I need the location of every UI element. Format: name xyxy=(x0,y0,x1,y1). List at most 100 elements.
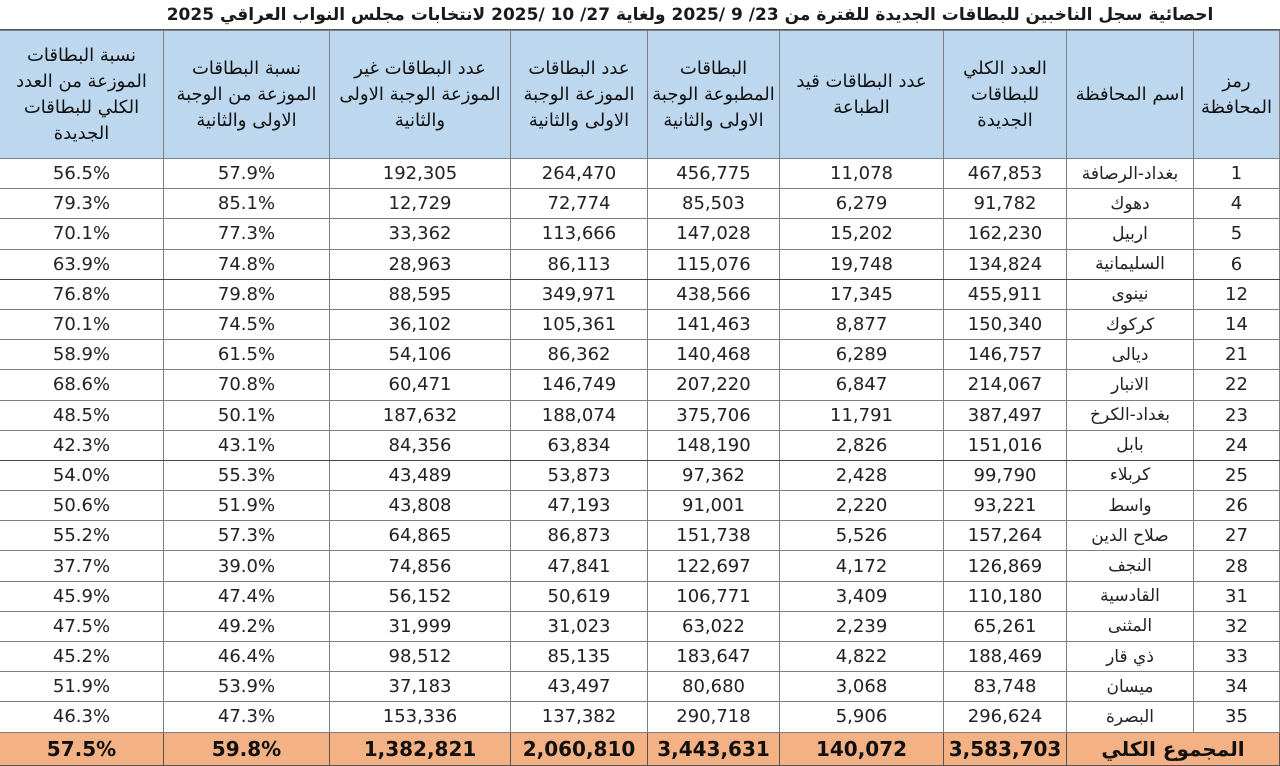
cell-governorate: اربيل xyxy=(1066,218,1194,250)
cell-pct-batches: 47.4% xyxy=(163,580,330,612)
table-row: 23 بغداد-الكرخ 387,497 11,791 375,706 188,074… xyxy=(0,399,1280,431)
table-body: 1 بغداد-الرصافة 467,853 11,078 456,775 264,47… xyxy=(0,157,1280,733)
cell-total-cards: 157,264 xyxy=(943,520,1067,552)
cell-distributed: 105,361 xyxy=(510,308,648,341)
cell-code: 14 xyxy=(1193,308,1280,341)
header-printed: البطاقات المطبوعة الوجبة الاولى والثانية xyxy=(647,30,780,159)
cell-total-cards: 151,016 xyxy=(943,429,1067,461)
cell-governorate: ذي قار xyxy=(1066,640,1194,673)
cell-distributed: 72,774 xyxy=(510,188,648,220)
cell-code: 25 xyxy=(1193,459,1280,492)
total-printed: 3,443,631 xyxy=(647,731,780,766)
cell-governorate: نينوى xyxy=(1066,278,1194,310)
cell-pct-batches: 61.5% xyxy=(163,339,330,371)
cell-distributed: 63,834 xyxy=(510,429,648,461)
cell-total-cards: 99,790 xyxy=(943,459,1067,492)
cell-code: 4 xyxy=(1193,188,1280,220)
cell-governorate: الانبار xyxy=(1066,369,1194,401)
header-code: رمز المحافظة xyxy=(1193,30,1280,159)
header-total-cards: العدد الكلي للبطاقات الجديدة xyxy=(943,30,1067,159)
cell-pct-batches: 85.1% xyxy=(163,188,330,220)
cell-code: 34 xyxy=(1193,671,1280,703)
table-row: 1 بغداد-الرصافة 467,853 11,078 456,775 264,47… xyxy=(0,157,1280,190)
cell-total-cards: 188,469 xyxy=(943,640,1067,673)
cell-governorate: كربلاء xyxy=(1066,459,1194,492)
cell-total-cards: 134,824 xyxy=(943,248,1067,280)
table-row: 27 صلاح الدين 157,264 5,526 151,738 86,873 64,… xyxy=(0,520,1280,552)
cell-undistributed: 37,183 xyxy=(329,671,511,703)
cell-printed: 290,718 xyxy=(647,701,780,733)
cell-governorate: صلاح الدين xyxy=(1066,520,1194,552)
cell-undistributed: 187,632 xyxy=(329,399,511,431)
cell-pct-total: 79.3% xyxy=(0,188,164,220)
cell-distributed: 146,749 xyxy=(510,369,648,401)
cell-governorate: المثنى xyxy=(1066,610,1194,643)
cell-governorate: واسط xyxy=(1066,490,1194,522)
cell-in-printing: 5,906 xyxy=(779,701,944,733)
cell-total-cards: 214,067 xyxy=(943,369,1067,401)
cell-total-cards: 83,748 xyxy=(943,671,1067,703)
cell-total-cards: 91,782 xyxy=(943,188,1067,220)
cell-in-printing: 2,428 xyxy=(779,459,944,492)
cell-in-printing: 3,409 xyxy=(779,580,944,612)
cell-pct-batches: 57.3% xyxy=(163,520,330,552)
cell-in-printing: 6,289 xyxy=(779,339,944,371)
cell-code: 33 xyxy=(1193,640,1280,673)
cell-governorate: كركوك xyxy=(1066,308,1194,341)
cell-printed: 147,028 xyxy=(647,218,780,250)
cell-undistributed: 64,865 xyxy=(329,520,511,552)
table-row: 6 السليمانية 134,824 19,748 115,076 86,113 28,… xyxy=(0,248,1280,280)
header-pct-total: نسبة البطاقات الموزعة من العدد الكلي للب… xyxy=(0,30,164,159)
cell-total-cards: 467,853 xyxy=(943,157,1067,190)
cell-pct-total: 50.6% xyxy=(0,490,164,522)
cell-pct-batches: 47.3% xyxy=(163,701,330,733)
total-in-printing: 140,072 xyxy=(779,731,944,766)
cell-pct-total: 51.9% xyxy=(0,671,164,703)
total-row: المجموع الكلي 3,583,703 140,072 3,443,63… xyxy=(0,731,1280,766)
cell-pct-total: 46.3% xyxy=(0,701,164,733)
cell-printed: 63,022 xyxy=(647,610,780,643)
cell-total-cards: 162,230 xyxy=(943,218,1067,250)
cell-undistributed: 12,729 xyxy=(329,188,511,220)
cell-pct-batches: 74.5% xyxy=(163,308,330,341)
header-pct-batches: نسبة البطاقات الموزعة من الوجبة الاولى و… xyxy=(163,30,330,159)
total-pct-total: 57.5% xyxy=(0,731,164,766)
cell-undistributed: 43,489 xyxy=(329,459,511,492)
cell-code: 23 xyxy=(1193,399,1280,431)
cell-total-cards: 126,869 xyxy=(943,550,1067,582)
cell-distributed: 264,470 xyxy=(510,157,648,190)
cell-printed: 91,001 xyxy=(647,490,780,522)
header-distributed: عدد البطاقات الموزعة الوجبة الاولى والثا… xyxy=(510,30,648,159)
cell-pct-batches: 50.1% xyxy=(163,399,330,431)
cell-pct-total: 54.0% xyxy=(0,459,164,492)
cell-total-cards: 65,261 xyxy=(943,610,1067,643)
cell-in-printing: 8,877 xyxy=(779,308,944,341)
cell-pct-total: 42.3% xyxy=(0,429,164,461)
cell-in-printing: 17,345 xyxy=(779,278,944,310)
cell-code: 35 xyxy=(1193,701,1280,733)
table-row: 14 كركوك 150,340 8,877 141,463 105,361 36,102 7… xyxy=(0,308,1280,341)
cell-undistributed: 60,471 xyxy=(329,369,511,401)
cell-distributed: 188,074 xyxy=(510,399,648,431)
cell-printed: 80,680 xyxy=(647,671,780,703)
cell-distributed: 137,382 xyxy=(510,701,648,733)
cell-undistributed: 56,152 xyxy=(329,580,511,612)
cell-pct-batches: 49.2% xyxy=(163,610,330,643)
cell-distributed: 349,971 xyxy=(510,278,648,310)
cell-pct-total: 48.5% xyxy=(0,399,164,431)
total-total-cards: 3,583,703 xyxy=(943,731,1067,766)
cell-in-printing: 4,822 xyxy=(779,640,944,673)
cell-pct-total: 58.9% xyxy=(0,339,164,371)
cell-governorate: القادسية xyxy=(1066,580,1194,612)
cell-distributed: 31,023 xyxy=(510,610,648,643)
table-row: 24 بابل 151,016 2,826 148,190 63,834 84,356 43.… xyxy=(0,429,1280,461)
cell-code: 26 xyxy=(1193,490,1280,522)
cell-code: 1 xyxy=(1193,157,1280,190)
cell-in-printing: 2,826 xyxy=(779,429,944,461)
cell-code: 27 xyxy=(1193,520,1280,552)
cell-total-cards: 146,757 xyxy=(943,339,1067,371)
header-governorate: اسم المحافظة xyxy=(1066,30,1194,159)
cell-pct-total: 37.7% xyxy=(0,550,164,582)
cell-distributed: 86,113 xyxy=(510,248,648,280)
